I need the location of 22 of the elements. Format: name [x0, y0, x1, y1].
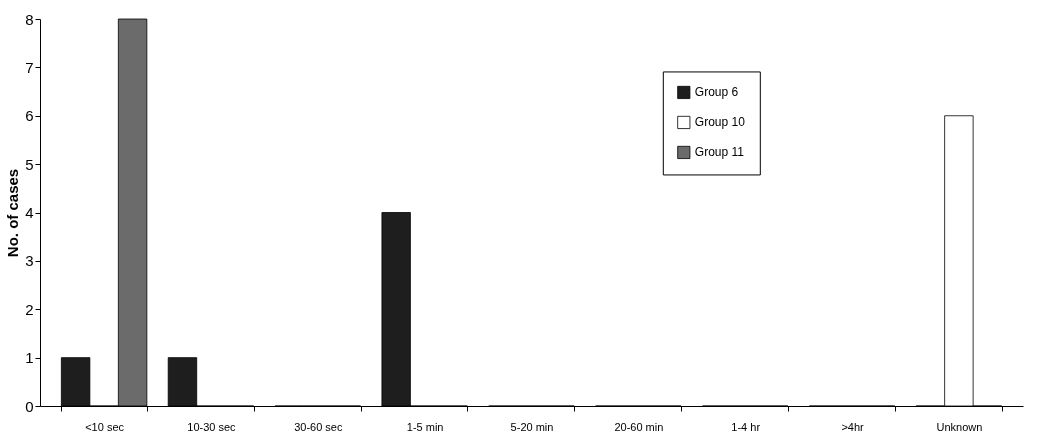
y-tick-label: 7 — [25, 58, 34, 76]
x-tick-label: 30-60 sec — [294, 420, 343, 433]
x-tick-label: 20-60 min — [614, 420, 664, 433]
y-tick-label: 5 — [25, 155, 34, 173]
y-tick-label: 2 — [25, 300, 34, 318]
legend-label: Group 10 — [694, 115, 746, 130]
x-tick-label: <10 sec — [85, 420, 125, 433]
x-tick-label: 1-4 hr — [731, 420, 761, 433]
y-tick-label: 6 — [25, 107, 34, 125]
x-tick-label: Unknown — [936, 420, 983, 433]
x-tick-label: >4hr — [841, 420, 865, 433]
x-tick-label: 1-5 min — [406, 420, 444, 433]
x-tick-label: 5-20 min — [510, 420, 554, 433]
y-tick-label: 3 — [25, 252, 34, 270]
x-tick-label: 10-30 sec — [187, 420, 237, 433]
y-tick-label: 1 — [25, 349, 34, 367]
y-axis-title: No. of cases — [4, 168, 22, 258]
y-tick-label: 8 — [25, 10, 34, 28]
legend-label: Group 11 — [694, 145, 745, 160]
y-tick-label: 0 — [25, 397, 34, 415]
legend-label: Group 6 — [694, 85, 739, 100]
y-tick-label: 4 — [25, 204, 34, 221]
